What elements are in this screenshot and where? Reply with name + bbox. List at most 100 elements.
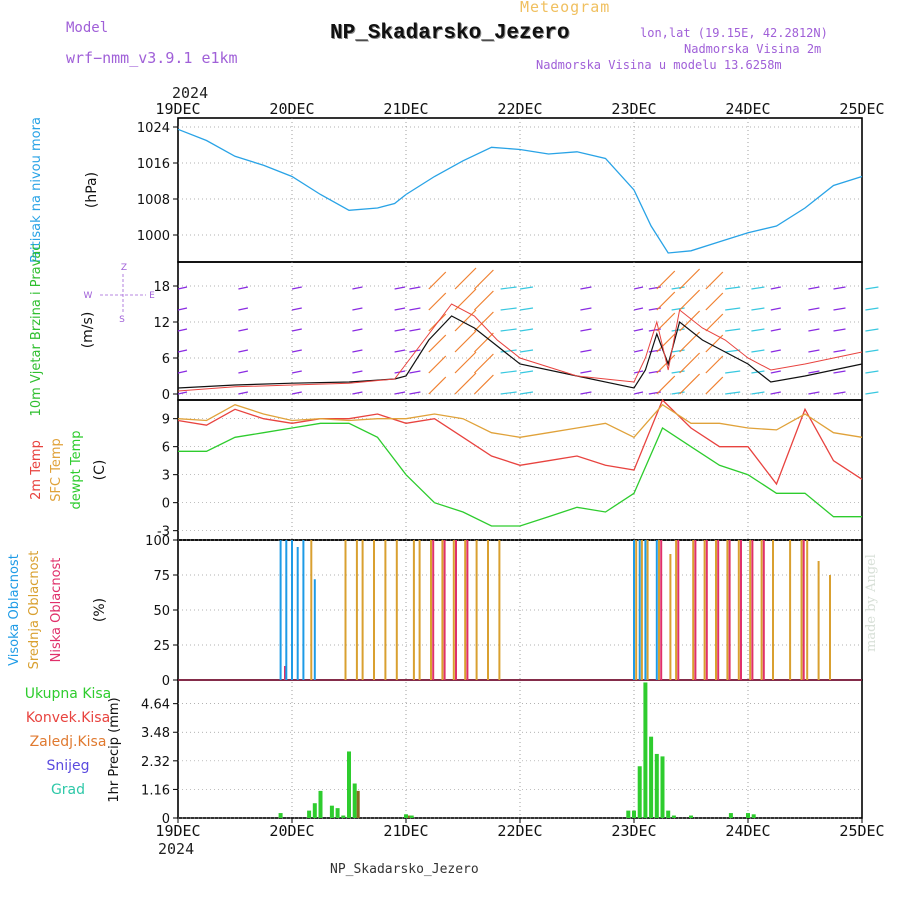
wind-arrow bbox=[656, 291, 676, 311]
wind-arrow bbox=[177, 328, 188, 332]
wind-arrow bbox=[352, 349, 363, 353]
wind-arrow bbox=[409, 391, 421, 395]
wind-arrow bbox=[177, 370, 188, 374]
panel-frame-precip bbox=[177, 679, 863, 819]
y-tick-label: 9 bbox=[162, 413, 170, 428]
wind-arrow bbox=[679, 373, 701, 395]
wind-arrow bbox=[808, 391, 820, 395]
precip-conv-bar bbox=[356, 790, 360, 818]
y-tick-label: 1016 bbox=[137, 157, 170, 172]
wind-arrow bbox=[808, 328, 820, 332]
precip-legend-entry: Konvek.Kisa bbox=[26, 710, 110, 726]
wind-arrow bbox=[177, 349, 188, 353]
temp-line-temp2m bbox=[177, 398, 863, 486]
y-tick-label: 0 bbox=[162, 812, 170, 827]
wind-arrow bbox=[473, 353, 494, 374]
x-tick-label-top: 21DEC bbox=[383, 100, 428, 118]
wind-arrow bbox=[352, 391, 363, 395]
wind-arrow bbox=[454, 288, 477, 311]
year-bottom-label: 2024 bbox=[158, 840, 195, 858]
precip-bar bbox=[643, 682, 648, 818]
wind-arrow bbox=[656, 312, 676, 332]
wind-arrow bbox=[291, 307, 302, 311]
wind-arrow bbox=[833, 307, 846, 311]
wind-arrow bbox=[291, 328, 302, 332]
footer-title: NP_Skadarsko_Jezero bbox=[330, 862, 479, 877]
wind-arrow bbox=[291, 391, 302, 395]
precip-bar bbox=[649, 736, 654, 818]
temp-line-sfc bbox=[177, 403, 863, 439]
pressure-axis-title: Pritisak na nivou mora bbox=[29, 117, 44, 263]
wind-arrow bbox=[580, 307, 592, 311]
temp-unit-label: (C) bbox=[92, 460, 108, 481]
wind-arrow bbox=[519, 349, 534, 353]
wind-arrow bbox=[865, 286, 879, 290]
wind-arrow bbox=[671, 370, 685, 374]
wind-arrow bbox=[633, 391, 644, 395]
wind-arrow bbox=[671, 349, 685, 353]
wind-arrow bbox=[705, 334, 724, 353]
wind-arrow bbox=[394, 286, 406, 290]
precip-bar bbox=[352, 783, 357, 818]
y-tick-label: 2.32 bbox=[141, 755, 170, 770]
wind-arrow bbox=[770, 370, 781, 374]
wind-arrow bbox=[428, 355, 447, 374]
wind-arrow bbox=[238, 328, 249, 332]
wind-arrow bbox=[291, 286, 302, 290]
wind-arrow bbox=[454, 267, 477, 290]
wind-arrow bbox=[671, 307, 685, 311]
precip-bar bbox=[329, 805, 334, 818]
wind-arrow bbox=[633, 349, 644, 353]
precip-bar bbox=[409, 815, 414, 818]
wind-arrow bbox=[352, 328, 363, 332]
wind-arrow bbox=[428, 376, 447, 395]
precip-bar bbox=[689, 815, 693, 818]
y-tick-label: 1000 bbox=[137, 229, 170, 244]
year-top-label: 2024 bbox=[172, 84, 209, 102]
wind-arrow bbox=[454, 372, 477, 395]
y-tick-label: 0 bbox=[162, 497, 170, 512]
page-title: NP_Skadarsko_Jezero bbox=[330, 22, 570, 45]
wind-arrow bbox=[705, 313, 724, 332]
wind-arrow bbox=[500, 328, 517, 332]
wind-gust-line bbox=[177, 303, 863, 392]
wind-arrow bbox=[656, 354, 676, 374]
wind-arrow bbox=[519, 286, 534, 290]
wind-arrow bbox=[808, 370, 820, 374]
lonlat-text: lon,lat (19.15E, 42.2812N) bbox=[640, 26, 828, 40]
wind-arrow bbox=[725, 307, 741, 311]
wind-arrow bbox=[580, 286, 592, 290]
wind-arrow bbox=[770, 391, 781, 395]
y-tick-label: 75 bbox=[153, 569, 170, 584]
wind-arrow bbox=[751, 328, 765, 332]
precip-conv-bar bbox=[408, 815, 411, 818]
x-tick-label-bottom: 22DEC bbox=[497, 822, 542, 840]
wind-arrow bbox=[409, 328, 421, 332]
precip-bar bbox=[660, 756, 665, 818]
wind-arrow bbox=[808, 307, 820, 311]
y-tick-label: 0 bbox=[162, 388, 170, 403]
x-tick-label-bottom: 21DEC bbox=[383, 822, 428, 840]
wind-arrow bbox=[428, 334, 447, 353]
wind-arrow bbox=[656, 333, 676, 353]
wind-arrow bbox=[394, 349, 406, 353]
wind-arrow bbox=[473, 311, 494, 332]
low-cloud-axis-title: Niska Oblacnost bbox=[49, 558, 64, 663]
wind-arrow bbox=[238, 370, 249, 374]
precip-bar bbox=[278, 813, 283, 818]
precip-bar bbox=[746, 813, 750, 818]
precip-bar bbox=[751, 814, 756, 818]
model-name: wrf−nmm_v3.9.1 e1km bbox=[66, 49, 238, 67]
precip-legend-entry: Grad bbox=[51, 782, 85, 798]
temp-line-dewpt bbox=[178, 422, 862, 527]
wind-arrow bbox=[751, 349, 765, 353]
wind-arrow bbox=[352, 307, 363, 311]
cloud-unit-label: (%) bbox=[92, 598, 108, 622]
wind-arrow bbox=[394, 307, 406, 311]
wind-unit-label: (m/s) bbox=[80, 312, 96, 349]
wind-arrow bbox=[671, 391, 685, 395]
y-tick-label: 100 bbox=[145, 534, 170, 549]
y-tick-label: 1008 bbox=[137, 193, 170, 208]
y-tick-label: 18 bbox=[153, 280, 170, 295]
